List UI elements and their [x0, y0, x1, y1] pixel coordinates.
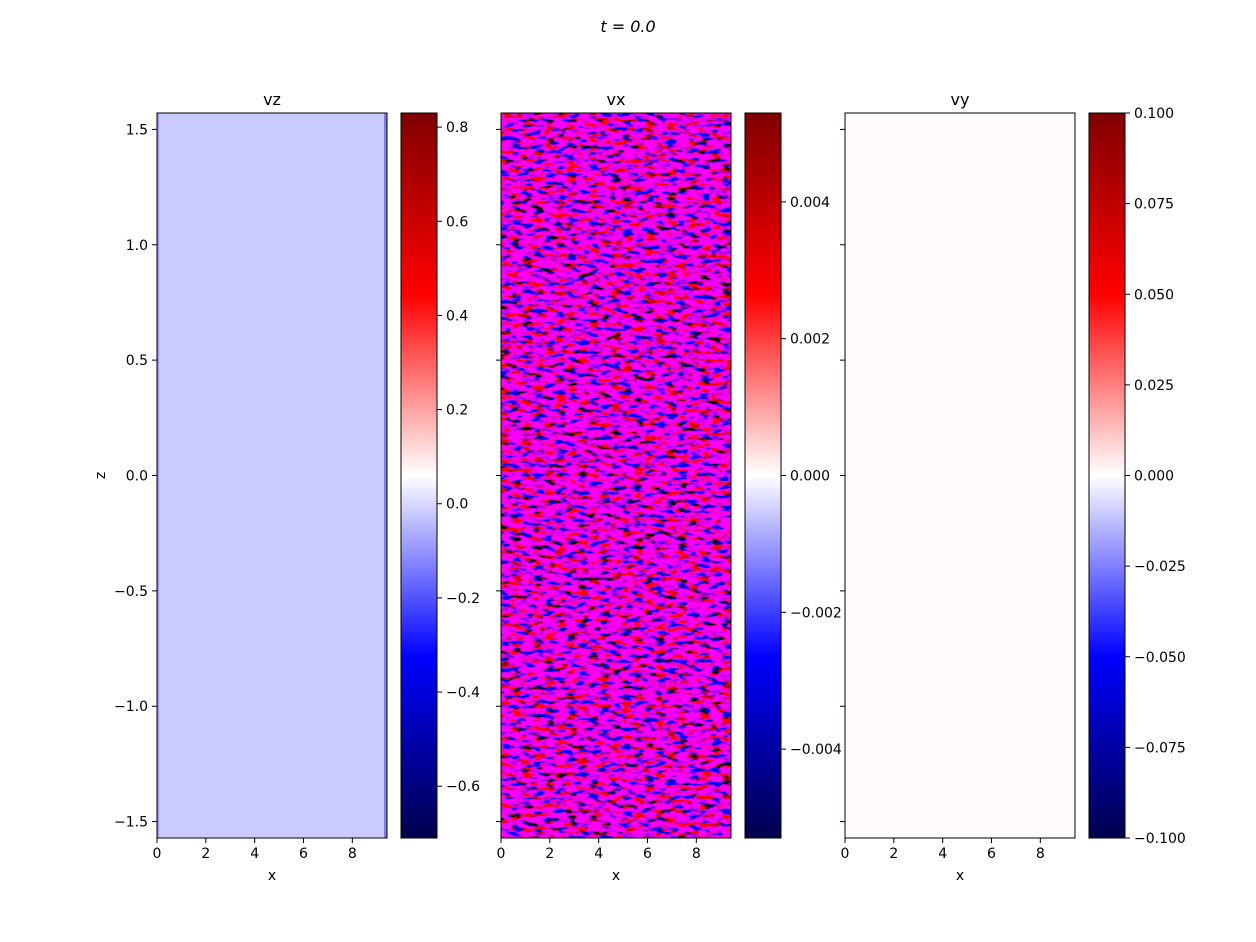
colorbar-tick-label: 0.0	[446, 497, 468, 513]
subplot-title: vy	[951, 90, 970, 109]
colorbar-tick-label: −0.100	[1134, 831, 1186, 847]
x-tick-label: 0	[841, 846, 850, 862]
heatmap-edge-left	[157, 113, 159, 838]
x-tick-label: 8	[348, 846, 357, 862]
x-tick-label: 0	[153, 846, 162, 862]
heatmap-field	[845, 113, 1075, 838]
figure-suptitle: t = 0.0	[600, 17, 655, 36]
colorbar-tick-label: 0.000	[790, 469, 830, 485]
y-tick-label: 1.5	[126, 122, 148, 138]
subplot-title: vz	[263, 90, 281, 109]
colorbar	[400, 112, 438, 839]
subplot-title: vx	[607, 90, 626, 109]
colorbar-tick-label: −0.004	[790, 742, 842, 758]
y-tick-label: 1.0	[126, 238, 148, 254]
heatmap-edge-right	[384, 113, 387, 838]
subplot-vx: vx 0 2 4 6 8 x −0.004 −0.002 0.000 0.002 0.004	[496, 90, 842, 884]
colorbar-tick-label: 0.000	[1134, 469, 1174, 485]
x-tick-label: 2	[889, 846, 898, 862]
colorbar-tick-label: −0.6	[446, 779, 480, 795]
colorbar-tick-label: −0.002	[790, 605, 842, 621]
x-tick-label: 2	[545, 846, 554, 862]
subplot-vy: vy 0 2 4 6 8 x −0.100 −0.075 −0.050 −0.025 0.000 0.0…	[840, 90, 1186, 884]
colorbar-tick-label: 0.002	[790, 332, 830, 348]
colorbar-tick-label: 0.075	[1134, 197, 1174, 213]
y-tick-label: 0.5	[126, 353, 148, 369]
panels: vz 0 2 4 6 8 x −1.5 −1.0 −0.5 0.0 0.5 1.0 1.5 z −0.6 −0.…	[93, 90, 1186, 884]
colorbar-tick-label: −0.025	[1134, 559, 1186, 575]
x-tick-label: 4	[250, 846, 259, 862]
x-tick-label: 4	[594, 846, 603, 862]
x-tick-label: 6	[643, 846, 652, 862]
x-tick-label: 6	[299, 846, 308, 862]
subplot-vz: vz 0 2 4 6 8 x −1.5 −1.0 −0.5 0.0 0.5 1.0 1.5 z −0.6 −0.…	[93, 90, 480, 884]
x-tick-label: 2	[201, 846, 210, 862]
x-axis-label: x	[612, 868, 620, 884]
colorbar-tick-label: −0.4	[446, 685, 480, 701]
colorbar-tick-label: 0.2	[446, 403, 468, 419]
x-axis-label: x	[956, 868, 964, 884]
colorbar-tick-label: 0.4	[446, 308, 468, 324]
colorbar	[1088, 112, 1126, 839]
colorbar-tick-label: −0.075	[1134, 740, 1186, 756]
colorbar-tick-label: 0.025	[1134, 378, 1174, 394]
heatmap-noise	[501, 113, 731, 838]
y-tick-label: −1.0	[114, 699, 148, 715]
colorbar-tick-label: 0.6	[446, 214, 468, 230]
x-tick-label: 4	[938, 846, 947, 862]
colorbar-tick-label: −0.050	[1134, 650, 1186, 666]
y-tick-label: −0.5	[114, 584, 148, 600]
x-tick-label: 0	[497, 846, 506, 862]
x-tick-label: 8	[1036, 846, 1045, 862]
heatmap-field	[157, 113, 387, 838]
colorbar	[744, 112, 782, 839]
colorbar-tick-label: −0.2	[446, 591, 480, 607]
x-axis-label: x	[268, 868, 276, 884]
y-axis-label: z	[93, 472, 109, 479]
colorbar-tick-label: 0.004	[790, 195, 830, 211]
y-tick-label: −1.5	[114, 815, 148, 831]
colorbar-tick-label: 0.100	[1134, 106, 1174, 122]
x-tick-label: 6	[987, 846, 996, 862]
colorbar-tick-label: 0.8	[446, 120, 468, 136]
colorbar-tick-label: 0.050	[1134, 287, 1174, 303]
y-tick-label: 0.0	[126, 469, 148, 485]
x-tick-label: 8	[692, 846, 701, 862]
